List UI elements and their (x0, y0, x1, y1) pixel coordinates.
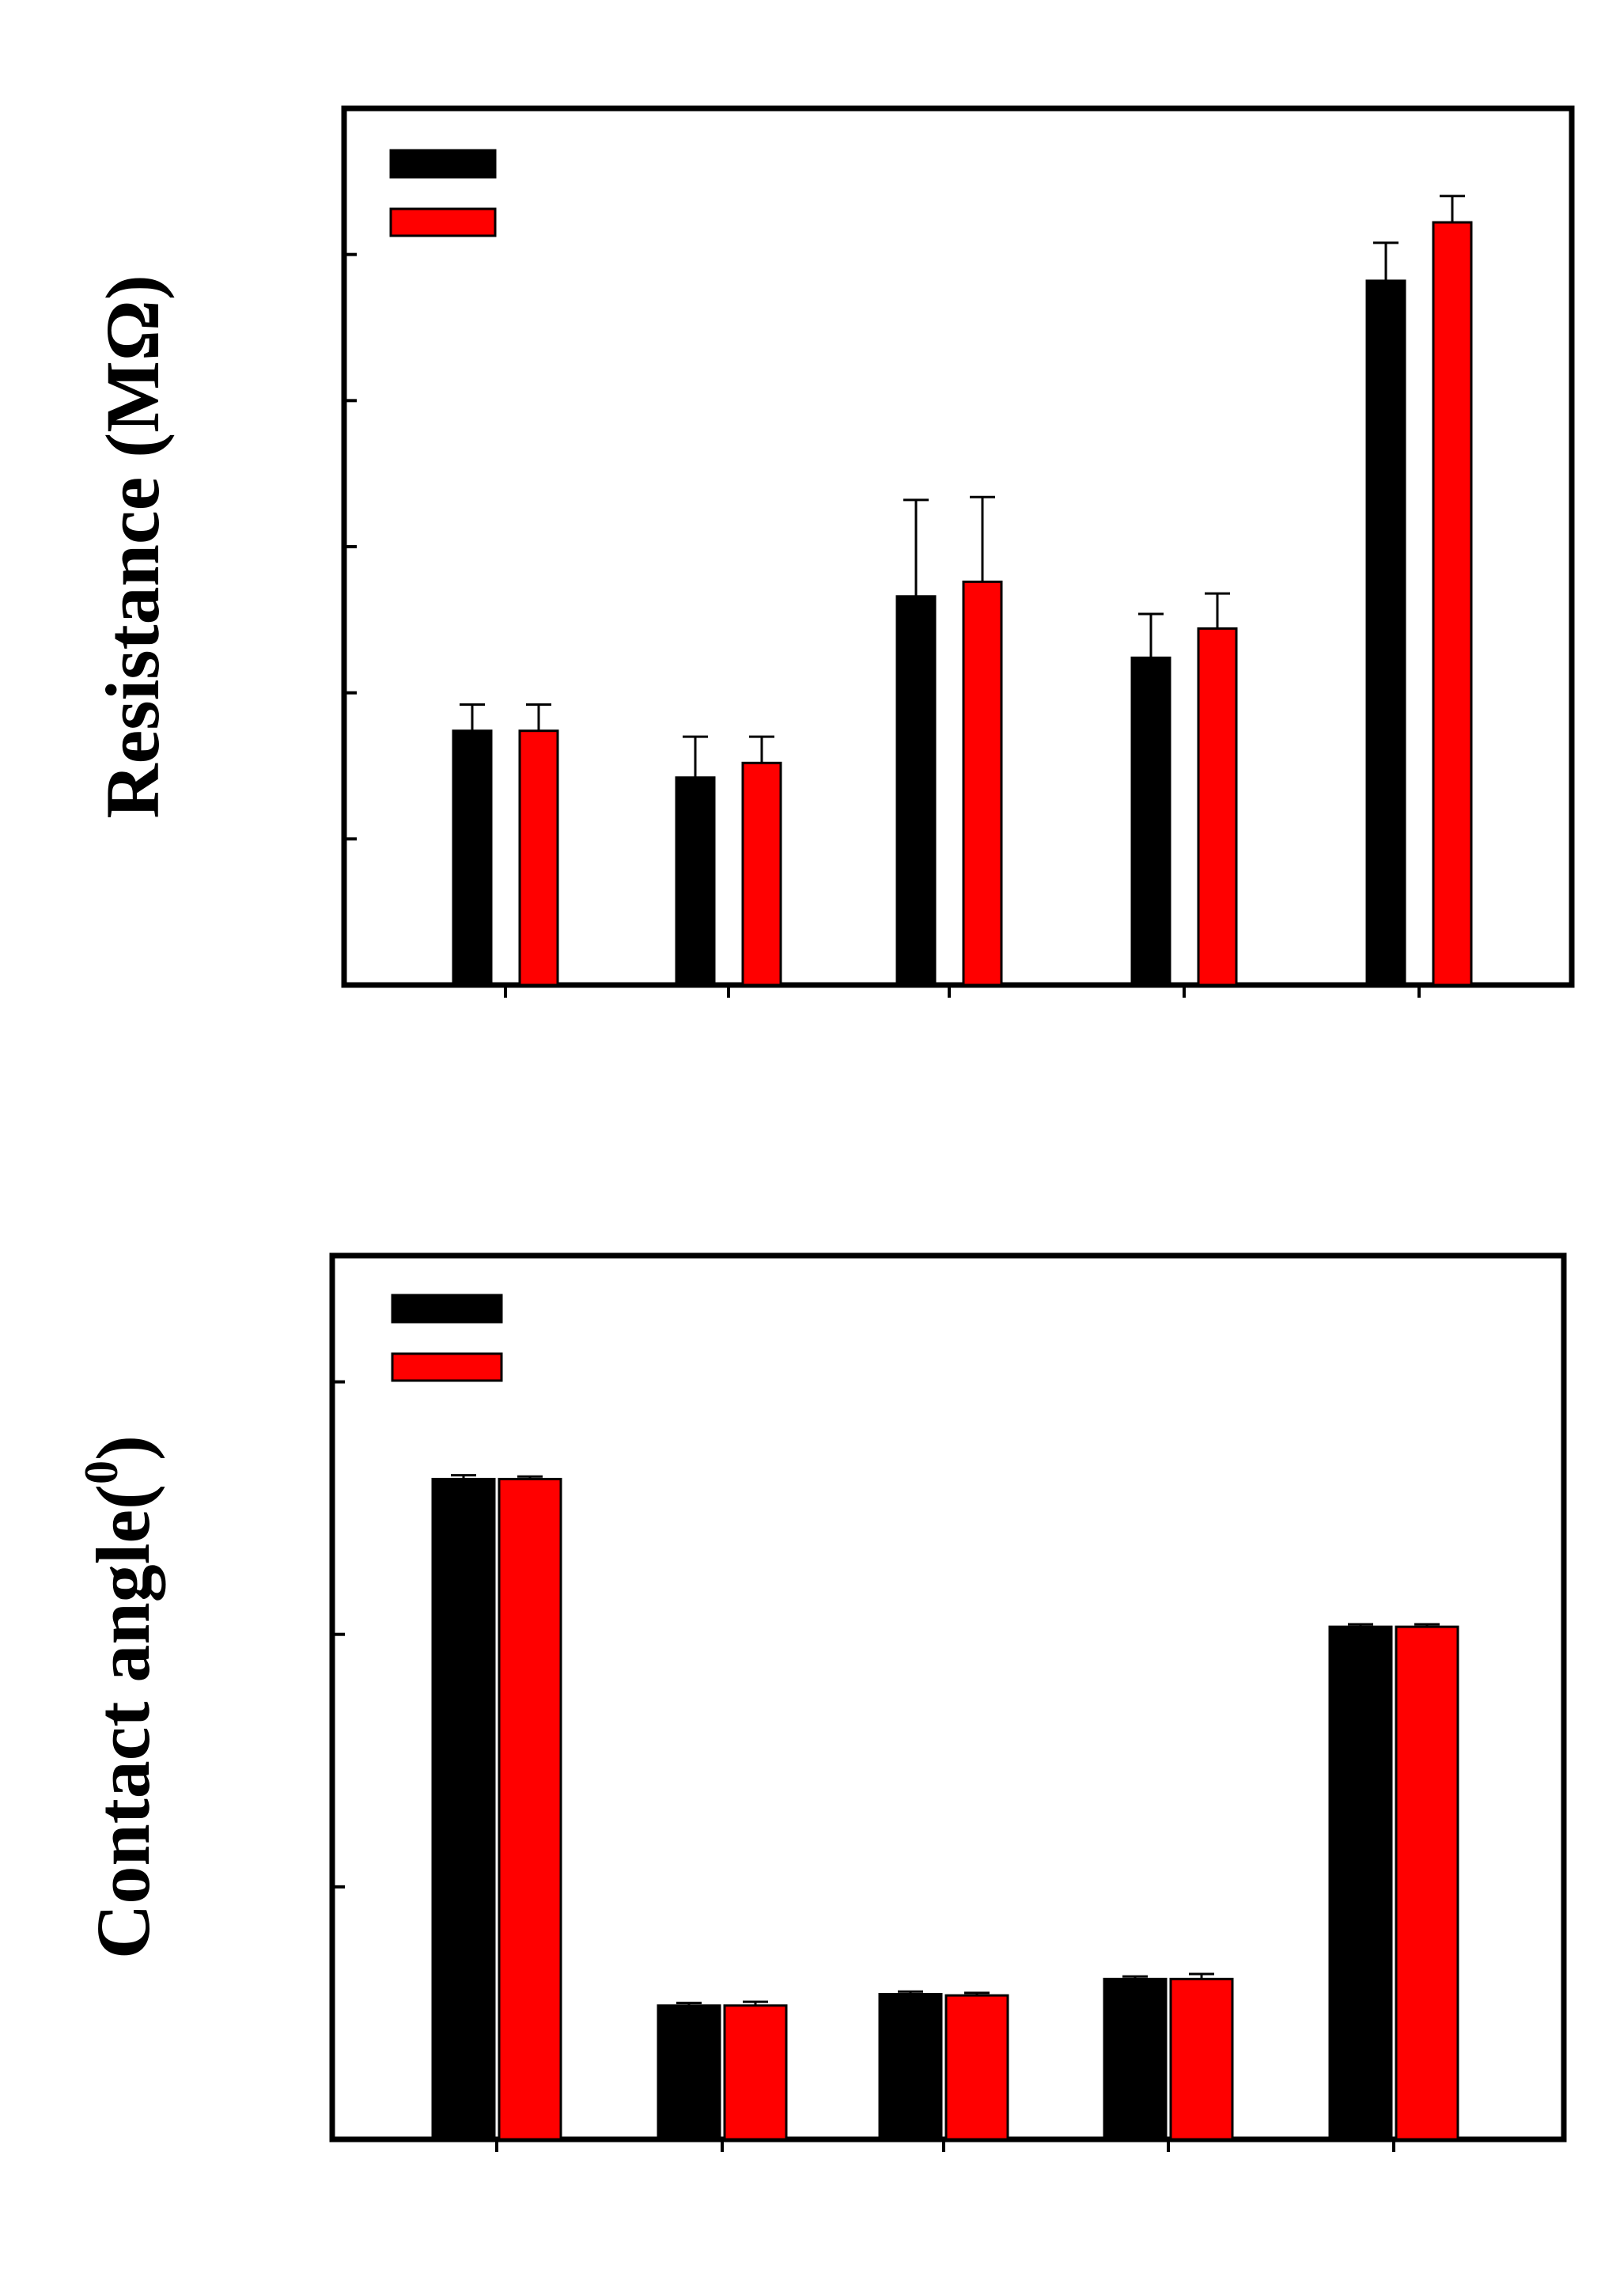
legend-swatch (391, 1352, 503, 1382)
y-axis-title-suffix: ) (81, 1435, 165, 1461)
y-axis-title: Resistance (MΩ) (90, 275, 175, 818)
legend-swatch (389, 149, 497, 179)
legend-swatch (389, 207, 497, 237)
bar (1395, 1625, 1459, 2141)
bar (895, 595, 937, 987)
panel-b: Contact angle(0) (75, 1252, 1567, 2152)
bar (1365, 279, 1406, 987)
bar (452, 729, 493, 987)
bar (431, 1477, 496, 2141)
bar (1197, 627, 1238, 987)
bar (1328, 1625, 1393, 2141)
bar (1432, 221, 1473, 987)
y-axis-title-superscript: 0 (75, 1461, 127, 1484)
panel-a: Resistance (MΩ) (90, 105, 1575, 998)
bar (675, 776, 716, 987)
bar (1130, 656, 1171, 987)
bar (1169, 1977, 1234, 2141)
bar (657, 2004, 721, 2141)
y-axis-title-text: Resistance (MΩ) (90, 275, 175, 818)
bar (723, 2004, 788, 2141)
bar (498, 1477, 562, 2141)
bar (518, 729, 559, 987)
bar (944, 1994, 1009, 2141)
legend-swatch (391, 1294, 503, 1324)
bar (878, 1992, 943, 2141)
y-axis-title: Contact angle(0) (75, 1435, 165, 1959)
y-axis-title-text: Contact angle( (81, 1484, 165, 1959)
bar (1103, 1977, 1168, 2141)
bar (741, 761, 782, 987)
bar (962, 580, 1003, 987)
